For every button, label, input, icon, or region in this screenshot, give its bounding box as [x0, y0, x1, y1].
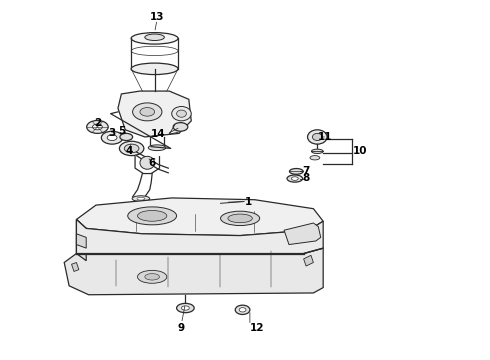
Polygon shape: [76, 220, 323, 253]
Ellipse shape: [181, 306, 189, 310]
Ellipse shape: [313, 134, 322, 140]
Ellipse shape: [292, 177, 298, 180]
Text: 10: 10: [352, 146, 367, 156]
Polygon shape: [76, 220, 86, 261]
Ellipse shape: [140, 156, 155, 169]
Text: 1: 1: [245, 197, 252, 207]
Ellipse shape: [138, 211, 167, 221]
Polygon shape: [118, 91, 191, 137]
Text: 13: 13: [150, 12, 164, 22]
Text: 4: 4: [125, 146, 133, 156]
Ellipse shape: [228, 214, 252, 223]
Text: 14: 14: [151, 129, 166, 139]
Text: 3: 3: [108, 129, 116, 138]
Ellipse shape: [87, 121, 108, 134]
Ellipse shape: [120, 134, 133, 140]
Polygon shape: [304, 255, 314, 266]
Text: 5: 5: [118, 126, 125, 135]
Ellipse shape: [107, 135, 117, 140]
Ellipse shape: [138, 270, 167, 283]
Ellipse shape: [287, 175, 303, 182]
Ellipse shape: [120, 141, 144, 156]
Ellipse shape: [172, 107, 191, 121]
Ellipse shape: [310, 156, 320, 160]
Ellipse shape: [312, 149, 323, 153]
Text: 2: 2: [94, 118, 101, 128]
Text: 7: 7: [303, 166, 310, 176]
Text: 9: 9: [178, 323, 185, 333]
Text: 6: 6: [148, 158, 156, 168]
Ellipse shape: [308, 130, 327, 144]
Ellipse shape: [148, 145, 166, 150]
Text: 11: 11: [318, 132, 333, 142]
Ellipse shape: [131, 33, 178, 44]
Ellipse shape: [101, 131, 123, 144]
Ellipse shape: [93, 124, 102, 130]
Polygon shape: [76, 198, 323, 235]
Polygon shape: [284, 223, 321, 244]
Ellipse shape: [137, 197, 145, 200]
Ellipse shape: [239, 308, 246, 312]
Ellipse shape: [133, 103, 162, 121]
Ellipse shape: [290, 168, 303, 174]
Ellipse shape: [173, 123, 188, 131]
Polygon shape: [64, 248, 323, 295]
Ellipse shape: [145, 274, 159, 280]
Polygon shape: [76, 234, 86, 248]
Ellipse shape: [176, 110, 186, 117]
Ellipse shape: [235, 305, 250, 315]
Ellipse shape: [124, 144, 139, 153]
Ellipse shape: [131, 63, 178, 75]
Polygon shape: [72, 262, 79, 271]
Text: 8: 8: [303, 173, 310, 183]
Ellipse shape: [145, 34, 164, 41]
Ellipse shape: [176, 303, 194, 313]
Ellipse shape: [220, 211, 260, 226]
Ellipse shape: [128, 207, 176, 225]
Ellipse shape: [140, 108, 155, 116]
Ellipse shape: [132, 196, 150, 202]
Text: 12: 12: [250, 323, 265, 333]
